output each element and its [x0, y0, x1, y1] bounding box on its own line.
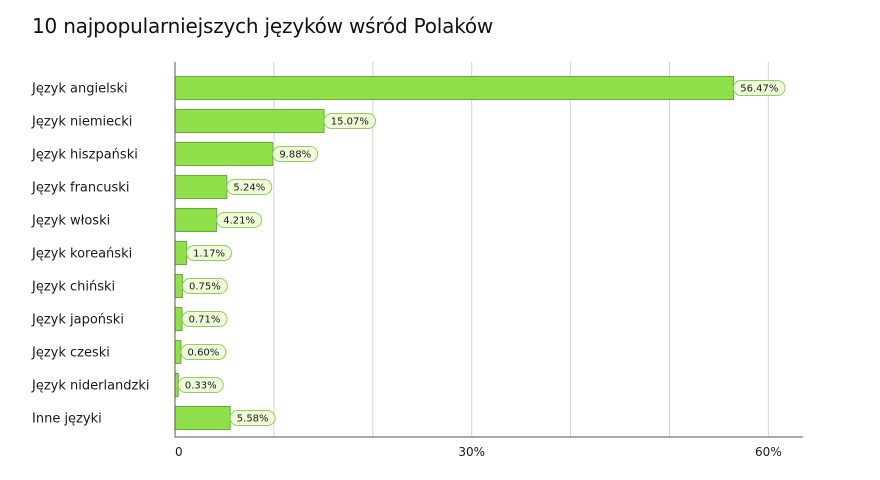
data-label-pill: [177, 377, 224, 393]
bar: [174, 406, 231, 430]
bar: [174, 175, 228, 199]
data-label: 0.75%: [181, 278, 228, 294]
x-tick-label: 0: [175, 445, 183, 459]
bar: [174, 274, 183, 298]
data-label-pill: [226, 179, 273, 195]
data-label-pill: [323, 113, 377, 129]
bar: [174, 109, 325, 133]
category-labels: Język angielski Język niemiecki Język hisz…: [31, 82, 150, 427]
data-label-text: 1.17%: [193, 249, 225, 260]
data-label-pill: [181, 278, 228, 294]
bar: [174, 76, 734, 100]
data-label-text: 15.07%: [331, 117, 369, 128]
data-label-text: 5.58%: [237, 414, 269, 425]
data-label-pill: [732, 80, 786, 96]
data-label-pill: [216, 212, 263, 228]
data-label-text: 0.71%: [189, 315, 221, 326]
data-label: 0.60%: [180, 344, 227, 360]
bar: [174, 307, 183, 331]
data-label: 1.17%: [186, 245, 233, 261]
data-label: 9.88%: [272, 146, 319, 162]
category-label: Język angielski: [31, 82, 128, 97]
category-label: Język niemiecki: [31, 115, 132, 130]
axes: 0 30% 60%: [174, 62, 803, 459]
data-label: 5.24%: [226, 179, 273, 195]
chart-title: 10 najpopularniejszych języków wśród Pol…: [32, 14, 494, 38]
data-label: 5.58%: [229, 410, 276, 426]
category-label: Język hiszpański: [31, 148, 138, 163]
category-label: Język koreański: [31, 247, 132, 262]
data-label-pill: [272, 146, 319, 162]
category-label: Język francuski: [31, 181, 129, 196]
data-label: 4.21%: [216, 212, 263, 228]
data-label-pill: [229, 410, 276, 426]
bar: [174, 208, 218, 232]
data-label-text: 5.24%: [233, 183, 265, 194]
bars: [174, 76, 734, 430]
x-tick-label: 60%: [755, 445, 782, 459]
data-label: 56.47%: [732, 80, 786, 96]
bar: [174, 340, 182, 364]
category-label: Język chiński: [31, 280, 115, 295]
data-label-pill: [180, 344, 227, 360]
data-label: 15.07%: [323, 113, 377, 129]
data-label-pill: [181, 311, 228, 327]
category-label: Język włoski: [31, 214, 110, 229]
x-tick-label: 30%: [458, 445, 485, 459]
data-labels: 56.47% 15.07% 9.88% 5.24% 4.21% 1.17% 0.75% 0.7…: [177, 80, 786, 426]
category-label: Język czeski: [31, 346, 110, 361]
data-label-text: 0.75%: [189, 282, 221, 293]
data-label-pill: [186, 245, 233, 261]
data-label-text: 4.21%: [223, 216, 255, 227]
data-label-text: 0.60%: [188, 348, 220, 359]
data-label-text: 56.47%: [740, 84, 778, 95]
data-label: 0.33%: [177, 377, 224, 393]
bar: [174, 241, 188, 265]
data-label-text: 0.33%: [185, 381, 217, 392]
category-label: Inne języki: [32, 412, 102, 427]
data-label-text: 9.88%: [279, 150, 311, 161]
data-label: 0.71%: [181, 311, 228, 327]
category-label: Język niderlandzki: [31, 379, 150, 394]
bar: [174, 142, 274, 166]
category-label: Język japoński: [31, 313, 124, 328]
